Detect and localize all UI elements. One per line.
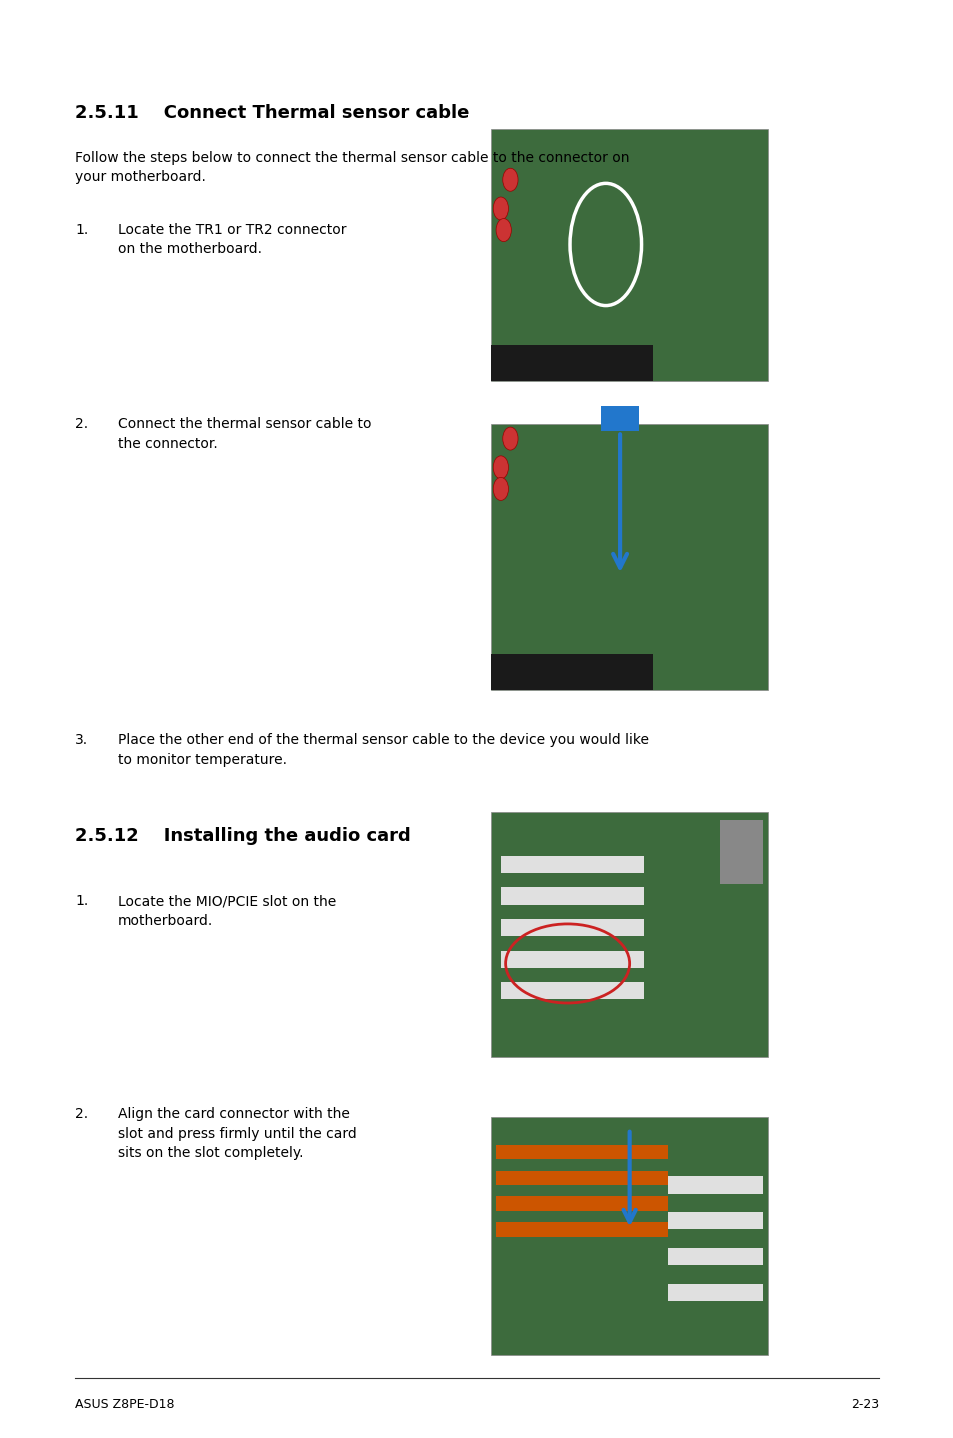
- FancyBboxPatch shape: [720, 820, 762, 884]
- FancyBboxPatch shape: [496, 1222, 667, 1237]
- Circle shape: [502, 427, 517, 450]
- FancyBboxPatch shape: [491, 1117, 767, 1355]
- Text: 2.5.12    Installing the audio card: 2.5.12 Installing the audio card: [75, 827, 411, 846]
- Text: 1.: 1.: [75, 223, 89, 237]
- Circle shape: [493, 197, 508, 220]
- Text: 2.5.11    Connect Thermal sensor cable: 2.5.11 Connect Thermal sensor cable: [75, 104, 469, 122]
- Text: Follow the steps below to connect the thermal sensor cable to the connector on
y: Follow the steps below to connect the th…: [75, 151, 629, 184]
- FancyBboxPatch shape: [496, 1196, 667, 1211]
- Text: Connect the thermal sensor cable to
the connector.: Connect the thermal sensor cable to the …: [118, 417, 371, 450]
- Circle shape: [493, 477, 508, 500]
- FancyBboxPatch shape: [491, 654, 653, 690]
- FancyBboxPatch shape: [491, 345, 653, 381]
- Text: Locate the MIO/PCIE slot on the
motherboard.: Locate the MIO/PCIE slot on the motherbo…: [118, 894, 335, 928]
- FancyBboxPatch shape: [500, 887, 643, 905]
- FancyBboxPatch shape: [600, 406, 639, 431]
- Text: 1.: 1.: [75, 894, 89, 909]
- FancyBboxPatch shape: [491, 129, 767, 381]
- Circle shape: [493, 456, 508, 479]
- Text: Place the other end of the thermal sensor cable to the device you would like
to : Place the other end of the thermal senso…: [118, 733, 648, 766]
- Text: 2.: 2.: [75, 1107, 88, 1122]
- FancyBboxPatch shape: [500, 982, 643, 999]
- Text: Locate the TR1 or TR2 connector
on the motherboard.: Locate the TR1 or TR2 connector on the m…: [118, 223, 346, 256]
- FancyBboxPatch shape: [500, 856, 643, 873]
- FancyBboxPatch shape: [667, 1176, 762, 1194]
- FancyBboxPatch shape: [667, 1212, 762, 1229]
- FancyBboxPatch shape: [500, 919, 643, 936]
- Text: 2-23: 2-23: [850, 1398, 878, 1411]
- FancyBboxPatch shape: [500, 951, 643, 968]
- FancyBboxPatch shape: [491, 424, 767, 690]
- Text: 3.: 3.: [75, 733, 88, 748]
- FancyBboxPatch shape: [496, 1171, 667, 1185]
- FancyBboxPatch shape: [496, 1145, 667, 1159]
- FancyBboxPatch shape: [667, 1284, 762, 1301]
- Text: ASUS Z8PE-D18: ASUS Z8PE-D18: [75, 1398, 174, 1411]
- Circle shape: [502, 168, 517, 191]
- FancyBboxPatch shape: [491, 812, 767, 1057]
- FancyBboxPatch shape: [667, 1248, 762, 1265]
- Text: 2.: 2.: [75, 417, 88, 431]
- Circle shape: [496, 219, 511, 242]
- Text: Align the card connector with the
slot and press firmly until the card
sits on t: Align the card connector with the slot a…: [118, 1107, 356, 1160]
